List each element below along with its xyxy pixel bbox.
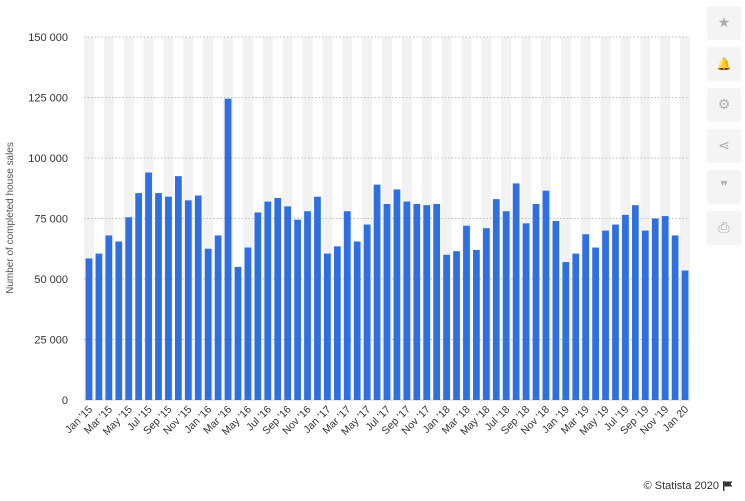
gear-icon: ⚙	[717, 97, 731, 113]
bar[interactable]	[423, 205, 431, 400]
bar[interactable]	[125, 217, 133, 400]
bar[interactable]	[214, 235, 222, 400]
bar[interactable]	[274, 197, 282, 400]
y-tick-label: 0	[62, 395, 68, 407]
column-band	[481, 37, 492, 400]
y-tick-label: 100 000	[28, 153, 68, 165]
bar[interactable]	[651, 218, 659, 401]
bar[interactable]	[184, 200, 192, 400]
share-button[interactable]: ⋖	[707, 129, 741, 163]
bar[interactable]	[155, 193, 162, 400]
bar[interactable]	[502, 211, 510, 400]
bar[interactable]	[542, 190, 550, 400]
bar[interactable]	[284, 206, 292, 400]
bar[interactable]	[592, 247, 600, 400]
settings-button[interactable]: ⚙	[707, 88, 741, 122]
bar[interactable]	[333, 246, 341, 400]
bar[interactable]	[353, 241, 361, 400]
bar[interactable]	[254, 212, 262, 400]
bar[interactable]	[522, 223, 530, 400]
notification-button[interactable]: 🔔	[707, 47, 741, 81]
bar[interactable]	[681, 270, 689, 400]
bar[interactable]	[145, 172, 152, 400]
bar[interactable]	[363, 224, 371, 400]
bar[interactable]	[582, 234, 590, 400]
chart-toolbar: ★ 🔔 ⚙ ⋖ ❞ ⎙	[707, 6, 741, 245]
bar[interactable]	[622, 214, 629, 400]
bar[interactable]	[234, 266, 242, 400]
bar[interactable]	[314, 196, 321, 400]
credit-text: © Statista 2020	[643, 480, 719, 492]
bar[interactable]	[463, 225, 470, 400]
bar[interactable]	[413, 203, 421, 400]
bar[interactable]	[294, 219, 301, 400]
bar[interactable]	[264, 201, 272, 400]
column-band	[203, 37, 214, 400]
column-band	[680, 37, 690, 400]
bar[interactable]	[492, 199, 500, 400]
bell-icon: 🔔	[716, 57, 732, 71]
y-axis-ticks: 0 25 000 50 000 75 000 100 000 125 000 150 000	[28, 32, 68, 407]
bar[interactable]	[443, 254, 450, 400]
bar[interactable]	[115, 241, 123, 400]
bar[interactable]	[105, 235, 113, 400]
column-band	[242, 37, 253, 400]
y-tick-label: 125 000	[28, 93, 68, 105]
print-button[interactable]: ⎙	[707, 211, 741, 245]
bar[interactable]	[135, 193, 143, 400]
column-band	[560, 37, 571, 400]
bar[interactable]	[95, 253, 103, 400]
y-tick-label: 25 000	[34, 335, 68, 347]
bar[interactable]	[224, 98, 232, 401]
bar[interactable]	[631, 205, 639, 400]
bar[interactable]	[194, 195, 202, 400]
favorite-button[interactable]: ★	[707, 6, 741, 40]
bar[interactable]	[204, 248, 212, 400]
bar[interactable]	[244, 247, 252, 400]
bar[interactable]	[532, 203, 540, 400]
y-tick-label: 150 000	[28, 32, 68, 44]
bar[interactable]	[433, 203, 441, 400]
y-tick-label: 50 000	[34, 274, 68, 286]
column-band	[441, 37, 452, 400]
quote-icon: ❞	[720, 179, 728, 195]
bar[interactable]	[671, 235, 679, 400]
bar[interactable]	[343, 211, 351, 400]
bar[interactable]	[324, 253, 331, 400]
bar[interactable]	[512, 183, 520, 400]
bar[interactable]	[403, 201, 411, 400]
print-icon: ⎙	[718, 220, 730, 236]
bars	[85, 98, 689, 401]
share-icon: ⋖	[718, 138, 730, 154]
bar[interactable]	[393, 189, 401, 400]
bar[interactable]	[304, 211, 311, 400]
bar-chart: 0 25 000 50 000 75 000 100 000 125 000 150 000…	[5, 32, 691, 438]
bar[interactable]	[641, 230, 649, 400]
bar[interactable]	[602, 230, 609, 400]
cite-button[interactable]: ❞	[707, 170, 741, 204]
bar[interactable]	[612, 224, 619, 400]
bar[interactable]	[85, 258, 93, 400]
y-axis-label: Number of completed house sales	[5, 142, 16, 294]
bar[interactable]	[482, 228, 490, 400]
y-tick-label: 75 000	[34, 214, 68, 226]
bar[interactable]	[165, 196, 172, 400]
bar[interactable]	[562, 262, 570, 400]
bar[interactable]	[174, 176, 182, 400]
bar[interactable]	[383, 203, 391, 400]
bar[interactable]	[373, 184, 381, 400]
bar[interactable]	[473, 249, 480, 400]
column-band	[322, 37, 333, 400]
star-icon: ★	[717, 15, 731, 31]
flag-icon	[723, 481, 733, 491]
column-band	[362, 37, 373, 400]
bar[interactable]	[453, 251, 460, 400]
bar[interactable]	[552, 220, 560, 400]
bar[interactable]	[572, 253, 580, 400]
statista-credit[interactable]: © Statista 2020	[644, 480, 733, 492]
bar[interactable]	[661, 216, 669, 400]
